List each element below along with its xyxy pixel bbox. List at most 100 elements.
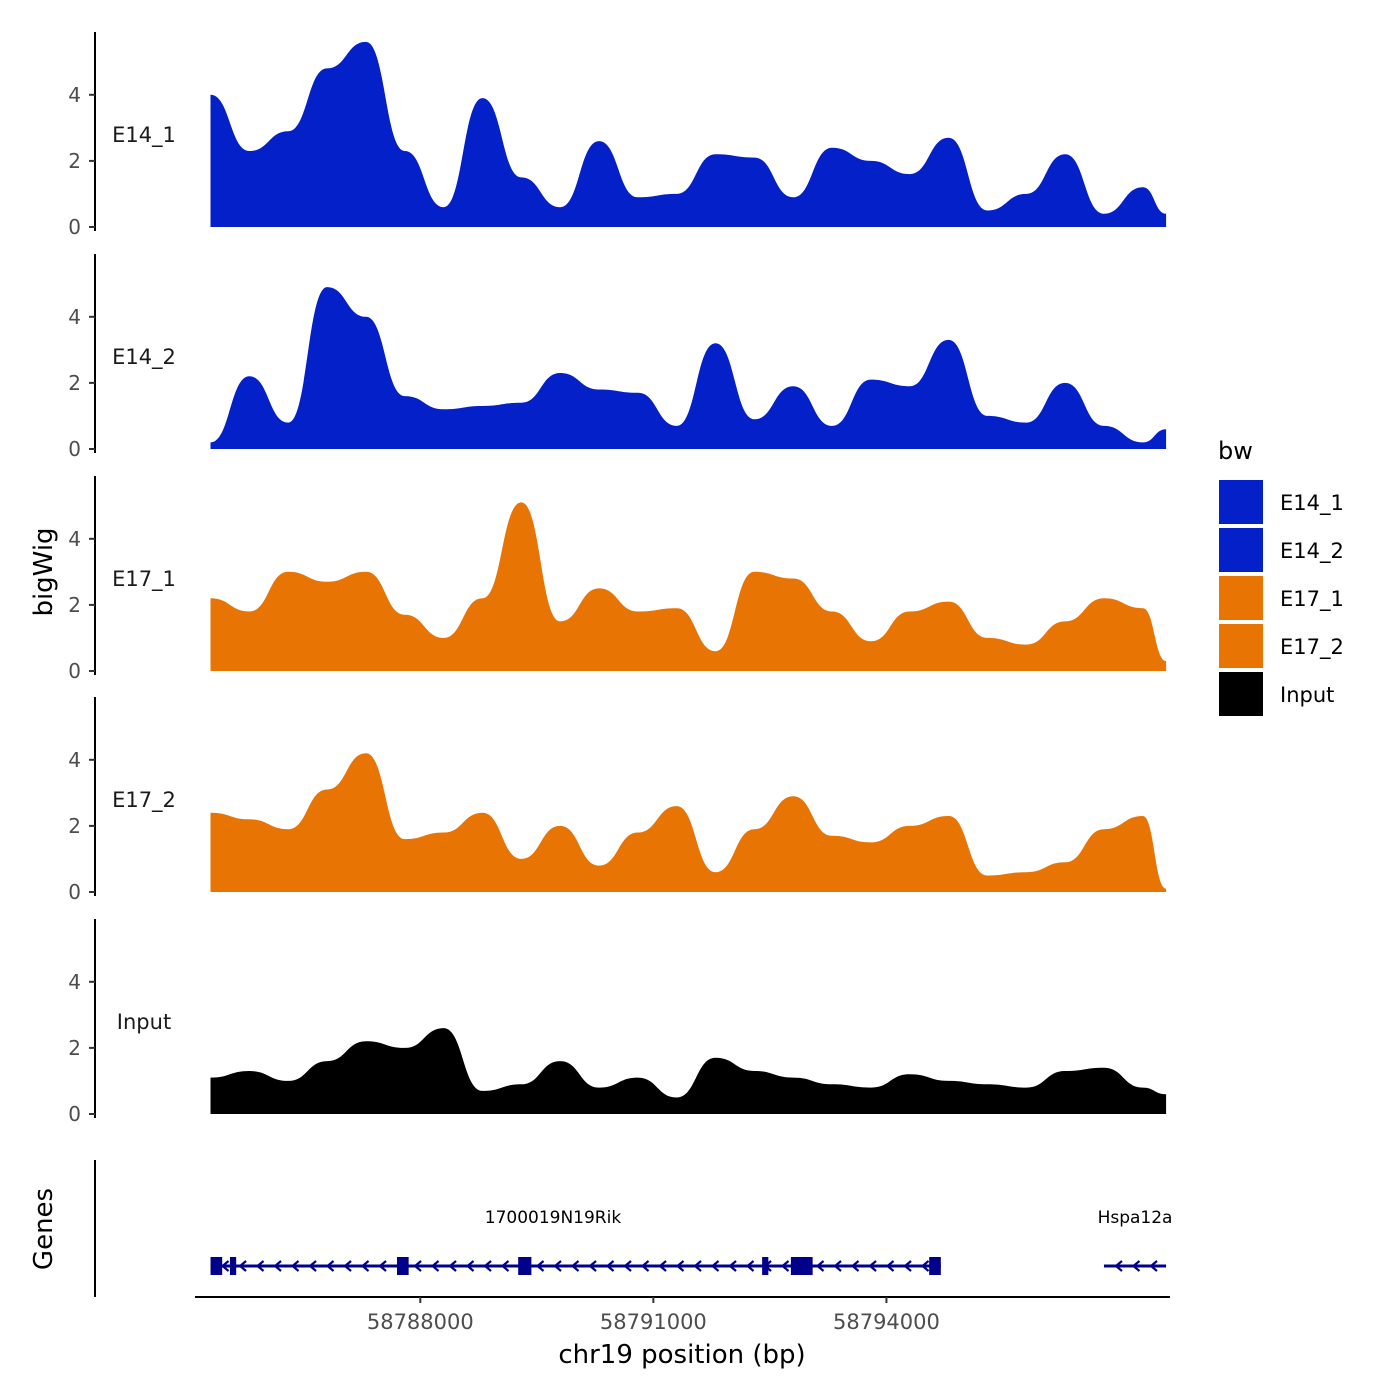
coverage-tracks: 0 2 4 E14_1 0 2 4 E14_2 0 2 4 E17_1 0 2 4 E17_2 0 2 4 Input — [68, 32, 1167, 1126]
strand-arrow — [1131, 1260, 1141, 1272]
y-tick-label: 4 — [68, 83, 81, 107]
strand-arrow — [290, 1260, 300, 1272]
x-tick-label: 58788000 — [367, 1310, 474, 1334]
y-tick-label: 0 — [68, 880, 81, 904]
legend-swatch — [1219, 480, 1263, 524]
strand-arrow — [500, 1260, 510, 1272]
legend-swatch — [1219, 576, 1263, 620]
legend-label: E17_1 — [1280, 587, 1344, 612]
strand-arrow — [308, 1260, 317, 1272]
track-E14_2: 0 2 4 E14_2 — [68, 254, 1167, 461]
strand-arrow — [570, 1260, 580, 1272]
gene-Hspa12a: Hspa12a — [1098, 1208, 1173, 1272]
strand-arrow — [745, 1260, 755, 1272]
x-tick-label: 58794000 — [833, 1310, 940, 1334]
legend-label: E14_2 — [1280, 539, 1344, 564]
y-tick-label: 0 — [68, 437, 81, 461]
legend-swatch — [1219, 672, 1263, 716]
legend-entry-E17_1: E17_1 — [1219, 576, 1344, 620]
y-tick-label: 4 — [68, 305, 81, 329]
gene-label: Hspa12a — [1098, 1208, 1173, 1228]
strand-arrow — [693, 1260, 702, 1272]
track-E17_2: 0 2 4 E17_2 — [68, 697, 1167, 904]
strand-arrow — [220, 1260, 230, 1272]
strand-arrow — [850, 1260, 860, 1272]
y-tick-label: 0 — [68, 659, 81, 683]
y-tick-label: 0 — [68, 1102, 81, 1126]
strand-arrow — [1149, 1260, 1158, 1272]
y-axis-title: bigWig — [29, 527, 59, 616]
strand-arrow — [623, 1260, 632, 1272]
strand-arrow — [430, 1260, 440, 1272]
legend-label: Input — [1280, 683, 1334, 707]
strand-arrow — [448, 1260, 457, 1272]
exon — [229, 1257, 237, 1275]
coverage-area-E17_1 — [210, 502, 1167, 671]
gene-1700019N19Rik: 1700019N19Rik — [210, 1208, 941, 1275]
track-label: Input — [117, 1010, 171, 1034]
y-tick-label: 2 — [68, 1036, 81, 1060]
x-axis: 58788000 58791000 58794000 — [195, 1296, 1170, 1334]
genes-axis-title: Genes — [29, 1188, 59, 1270]
strand-arrow — [378, 1260, 387, 1272]
legend-entry-E14_2: E14_2 — [1219, 528, 1344, 572]
strand-arrow — [325, 1260, 335, 1272]
legend-entry-E14_1: E14_1 — [1219, 480, 1344, 524]
exon — [518, 1257, 532, 1275]
strand-arrow — [710, 1260, 720, 1272]
strand-arrow — [920, 1260, 930, 1272]
y-tick-label: 4 — [68, 970, 81, 994]
strand-arrow — [675, 1260, 685, 1272]
strand-arrow — [465, 1260, 475, 1272]
y-tick-label: 2 — [68, 814, 81, 838]
legend-entry-E17_2: E17_2 — [1219, 624, 1344, 668]
legend-label: E17_2 — [1280, 635, 1344, 660]
exon — [762, 1257, 769, 1275]
strand-arrow — [343, 1260, 352, 1272]
legend: bw E14_1 E14_2 E17_1 E17_2 Input — [1218, 437, 1344, 716]
strand-arrow — [605, 1260, 615, 1272]
y-tick-label: 0 — [68, 215, 81, 239]
x-tick-label: 58791000 — [600, 1310, 707, 1334]
track-Input: 0 2 4 Input — [68, 919, 1167, 1126]
strand-arrow — [815, 1260, 825, 1272]
x-axis-title: chr19 position (bp) — [558, 1340, 805, 1370]
strand-arrow — [238, 1260, 247, 1272]
strand-arrow — [885, 1260, 895, 1272]
legend-swatch — [1219, 528, 1263, 572]
legend-swatch — [1219, 624, 1263, 668]
strand-arrow — [903, 1260, 912, 1272]
exon — [929, 1257, 941, 1275]
y-tick-label: 2 — [68, 593, 81, 617]
strand-arrow — [588, 1260, 597, 1272]
legend-title: bw — [1218, 437, 1253, 465]
strand-arrow — [1114, 1260, 1123, 1272]
strand-arrow — [640, 1260, 650, 1272]
exon — [210, 1257, 223, 1275]
strand-arrow — [255, 1260, 265, 1272]
gene-track: 1700019N19Rik Hspa12a — [94, 1160, 1173, 1297]
strand-arrow — [483, 1260, 492, 1272]
strand-arrow — [780, 1260, 790, 1272]
y-tick-label: 2 — [68, 149, 81, 173]
y-tick-label: 4 — [68, 527, 81, 551]
strand-arrow — [868, 1260, 877, 1272]
legend-label: E14_1 — [1280, 491, 1344, 516]
track-label: E17_2 — [112, 788, 176, 813]
strand-arrow — [728, 1260, 737, 1272]
strand-arrow — [553, 1260, 562, 1272]
strand-arrow — [360, 1260, 370, 1272]
legend-entry-Input: Input — [1219, 672, 1334, 716]
strand-arrow — [833, 1260, 842, 1272]
track-label: E14_1 — [112, 123, 176, 148]
track-E17_1: 0 2 4 E17_1 — [68, 476, 1167, 683]
exon — [790, 1257, 813, 1275]
coverage-area-E14_1 — [210, 41, 1167, 228]
strand-arrow — [535, 1260, 545, 1272]
coverage-area-Input — [210, 1028, 1167, 1114]
coverage-area-E14_2 — [210, 287, 1167, 449]
y-tick-label: 2 — [68, 371, 81, 395]
track-label: E17_1 — [112, 567, 176, 592]
strand-arrow — [273, 1260, 282, 1272]
